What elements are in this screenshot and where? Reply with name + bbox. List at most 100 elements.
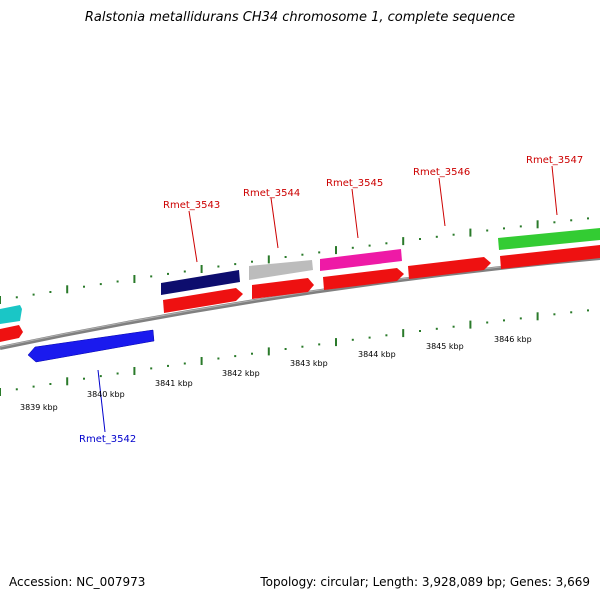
minor-tick: [83, 285, 85, 288]
minor-tick: [368, 336, 371, 339]
minor-tick: [217, 357, 220, 360]
cds-rmet-3543[interactable]: [163, 288, 243, 313]
major-tick: [469, 228, 472, 237]
minor-tick: [49, 383, 52, 385]
minor-tick: [32, 385, 35, 388]
leader-rmet-3545: [351, 188, 359, 239]
minor-tick: [234, 355, 237, 358]
minor-tick: [503, 319, 505, 322]
scale-label: 3840 kbp: [87, 390, 125, 399]
major-tick: [536, 312, 539, 321]
minor-tick: [15, 388, 18, 391]
cds-rmet-3544[interactable]: [252, 278, 314, 299]
minor-tick: [486, 229, 489, 232]
scale-label: 3841 kbp: [155, 379, 193, 388]
minor-tick: [385, 242, 388, 245]
minor-tick: [49, 291, 52, 293]
major-tick: [267, 255, 270, 264]
minor-tick: [419, 330, 421, 332]
leader-rmet-3543: [188, 210, 198, 263]
cds-rmet-3546[interactable]: [408, 257, 491, 279]
scale-label: 3846 kbp: [494, 335, 532, 344]
accession-text: Accession: NC_007973: [9, 575, 146, 589]
minor-tick: [116, 280, 119, 283]
minor-tick: [570, 219, 573, 222]
major-tick: [267, 347, 270, 356]
leader-rmet-3544: [270, 197, 279, 249]
scale-label: 3845 kbp: [426, 342, 464, 351]
cds-rmet-3547[interactable]: [500, 245, 600, 269]
minor-tick: [519, 317, 522, 320]
gene-rmet-3544[interactable]: [249, 260, 313, 280]
minor-tick: [167, 272, 169, 275]
scale-label: 3843 kbp: [290, 359, 328, 368]
label-rmet-3543[interactable]: Rmet_3543: [163, 200, 220, 211]
minor-tick: [251, 352, 253, 355]
label-rmet-3542[interactable]: Rmet_3542: [79, 434, 136, 445]
minor-tick: [83, 377, 85, 380]
cds-rmet-3545[interactable]: [323, 268, 404, 290]
scale-label: 3842 kbp: [222, 369, 260, 378]
label-rmet-3544[interactable]: Rmet_3544: [243, 188, 300, 199]
scale-label: 3839 kbp: [20, 403, 58, 412]
minor-tick: [486, 321, 489, 324]
minor-tick: [251, 260, 253, 263]
minor-tick: [503, 227, 505, 230]
minor-tick: [419, 238, 421, 240]
minor-tick: [351, 338, 354, 341]
minor-tick: [167, 364, 169, 367]
minor-tick: [435, 327, 438, 330]
minor-tick: [368, 244, 371, 247]
major-tick: [536, 220, 539, 229]
minor-tick: [301, 253, 304, 256]
gene-rmet-3543[interactable]: [161, 270, 240, 295]
major-tick: [66, 285, 69, 294]
minor-tick: [452, 325, 455, 328]
minor-tick: [301, 345, 304, 348]
major-tick: [133, 367, 136, 375]
minor-tick: [318, 343, 321, 346]
minor-tick: [570, 311, 573, 314]
minor-tick: [587, 309, 589, 312]
minor-tick: [183, 362, 186, 365]
minor-tick: [587, 217, 589, 220]
reverse-tick-row: [0, 309, 589, 396]
minor-tick: [553, 221, 556, 224]
minor-tick: [385, 334, 388, 337]
major-tick: [0, 388, 1, 396]
label-rmet-3545[interactable]: Rmet_3545: [326, 178, 383, 189]
major-tick: [0, 296, 1, 304]
major-tick: [200, 357, 203, 365]
minor-tick: [217, 265, 220, 268]
scale-label: 3844 kbp: [358, 350, 396, 359]
major-tick: [469, 320, 472, 329]
partial-gene-cyan: [0, 305, 22, 324]
label-rmet-3546[interactable]: Rmet_3546: [413, 167, 470, 178]
gene-rmet-3542[interactable]: [27, 329, 155, 363]
minor-tick: [183, 270, 186, 273]
map-title: Ralstonia metallidurans CH34 chromosome …: [84, 10, 516, 25]
leader-rmet-3547: [551, 165, 558, 216]
minor-tick: [435, 235, 438, 238]
minor-tick: [519, 225, 522, 228]
major-tick: [402, 329, 405, 338]
major-tick: [66, 377, 69, 386]
gene-rmet-3547[interactable]: [498, 228, 600, 250]
minor-tick: [150, 367, 153, 370]
minor-tick: [150, 275, 153, 278]
minor-tick: [116, 372, 119, 375]
major-tick: [200, 265, 203, 273]
label-rmet-3547[interactable]: Rmet_3547: [526, 155, 583, 166]
major-tick: [402, 237, 405, 246]
minor-tick: [99, 375, 102, 378]
minor-tick: [452, 233, 455, 236]
minor-tick: [284, 256, 287, 258]
major-tick: [335, 246, 337, 255]
minor-tick: [284, 348, 287, 350]
minor-tick: [318, 251, 321, 254]
gene-rmet-3545[interactable]: [320, 249, 402, 271]
minor-tick: [351, 246, 354, 249]
topology-text: Topology: circular; Length: 3,928,089 bp…: [260, 575, 590, 589]
